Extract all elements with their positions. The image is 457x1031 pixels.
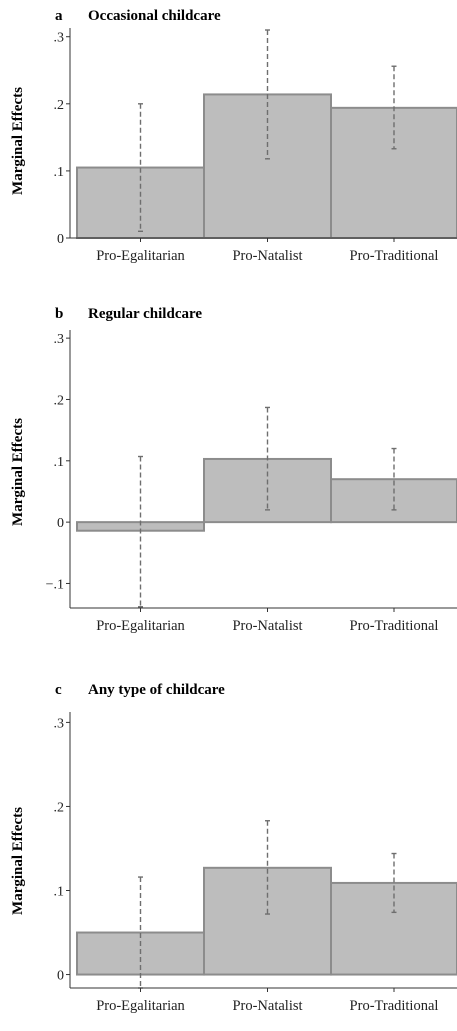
chart-svg-a: a Occasional childcare Marginal Effects … <box>10 8 457 264</box>
bar-2 <box>203 93 332 239</box>
x-tick-label: Pro-Egalitarian <box>96 998 185 1014</box>
x-tick-label: Pro-Egalitarian <box>96 618 185 634</box>
y-tick-label: .3 <box>54 716 65 731</box>
plot-area: 0 .1 .2 .3 Pro-Egalitarian Pro-Natalist Pro-Tr… <box>54 712 457 1014</box>
x-tick-label: Pro-Natalist <box>232 248 302 264</box>
chart-svg-c: c Any type of childcare Marginal Effects… <box>10 682 457 1014</box>
y-axis-label: Marginal Effects <box>10 418 26 526</box>
x-tick-label: Pro-Traditional <box>350 248 439 264</box>
plot-area: 0 .1 .2 .3 Pro-Egalitarian Pro-Natalist Pro-Tr… <box>54 28 457 264</box>
y-axis-label: Marginal Effects <box>10 807 26 915</box>
y-tick-label: .2 <box>54 98 65 113</box>
bar-3 <box>330 106 457 239</box>
chart-title: Occasional childcare <box>88 8 221 24</box>
x-tick-label: Pro-Traditional <box>350 998 439 1014</box>
x-tick-label: Pro-Egalitarian <box>96 248 185 264</box>
chart-panel-a: a Occasional childcare Marginal Effects … <box>0 0 457 268</box>
y-tick-label: −.1 <box>46 577 64 592</box>
panel-letter: b <box>55 306 63 322</box>
y-axis-label: Marginal Effects <box>10 87 26 195</box>
bar-2 <box>203 866 332 976</box>
chart-panel-c: c Any type of childcare Marginal Effects… <box>0 662 457 1031</box>
y-tick-label: .3 <box>54 332 65 347</box>
x-tick-label: Pro-Traditional <box>350 618 439 634</box>
chart-svg-b: b Regular childcare Marginal Effects −.1… <box>10 306 457 634</box>
y-tick-label: .3 <box>54 31 65 46</box>
chart-title: Any type of childcare <box>88 682 225 698</box>
y-tick-label: 0 <box>57 232 64 247</box>
y-tick-label: .1 <box>54 885 65 900</box>
x-tick-label: Pro-Natalist <box>232 618 302 634</box>
y-tick-label: 0 <box>57 516 64 531</box>
panel-letter: c <box>55 682 62 698</box>
panel-letter: a <box>55 8 63 24</box>
plot-area: −.1 0 .1 .2 .3 Pro-Egalitarian Pro-Natalist Pro… <box>46 330 457 634</box>
y-tick-label: .2 <box>54 393 65 408</box>
y-tick-label: .2 <box>54 800 65 815</box>
y-tick-label: .1 <box>54 165 65 180</box>
x-tick-label: Pro-Natalist <box>232 998 302 1014</box>
y-tick-label: 0 <box>57 969 64 984</box>
y-tick-label: .1 <box>54 455 65 470</box>
chart-panel-b: b Regular childcare Marginal Effects −.1… <box>0 290 457 652</box>
chart-title: Regular childcare <box>88 306 202 322</box>
